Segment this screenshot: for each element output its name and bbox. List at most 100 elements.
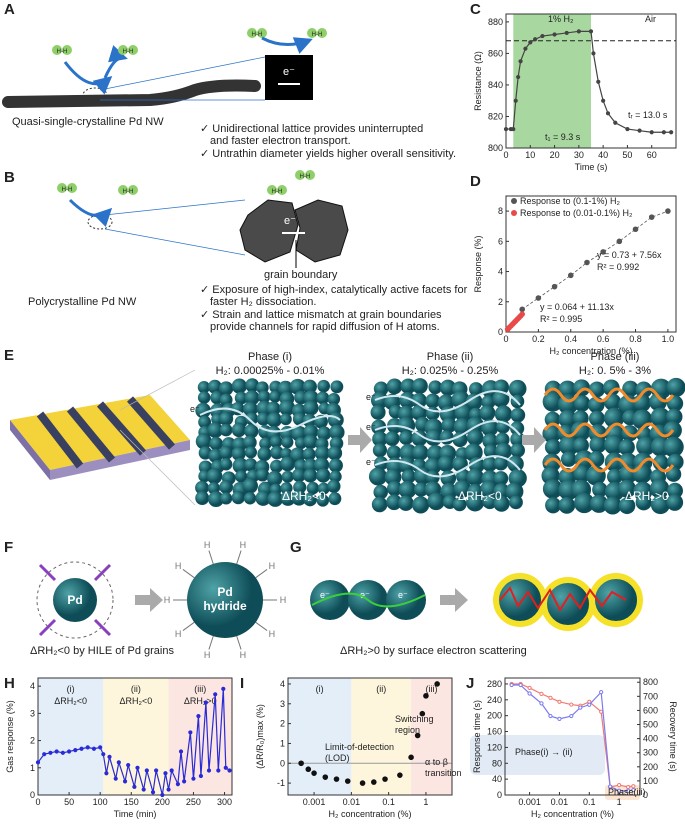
y-tick-label: -1: [277, 778, 285, 788]
y-tick-label: 3: [280, 699, 285, 709]
data-point: [596, 79, 601, 84]
pd-grain: [314, 445, 330, 461]
pd-grain: [234, 391, 248, 405]
y-tick-label: 1: [30, 763, 35, 773]
molecule-label: H-H: [123, 189, 134, 195]
pd-grain: [195, 402, 211, 419]
pd-grain: [245, 412, 259, 426]
pd-grain: [493, 495, 510, 512]
data-point: [73, 748, 78, 753]
pd-grain: [574, 492, 595, 514]
y-tick-label: 840: [488, 80, 503, 90]
y2-tick-label: 700: [643, 691, 658, 701]
clusters: [195, 377, 685, 515]
pd-grain: [572, 379, 591, 397]
pd-grain: [401, 469, 416, 484]
data-point: [569, 702, 574, 707]
data-point: [135, 765, 140, 770]
x-tick-label: 0.01: [551, 797, 569, 807]
data-point: [198, 773, 204, 779]
pd-grain: [425, 470, 440, 485]
region: [288, 678, 352, 795]
data-point: [626, 784, 631, 790]
pd-grain: [505, 482, 524, 501]
data-point: [601, 98, 606, 103]
data-point: [527, 685, 532, 691]
molecule: H-H: [307, 28, 327, 38]
pd-grain: [510, 443, 525, 458]
data-point: [122, 779, 128, 784]
pd-grain: [509, 495, 523, 510]
pd-grain: [303, 434, 318, 450]
pd-grain: [327, 445, 343, 461]
electron-path: [374, 390, 521, 413]
data-point: [605, 111, 611, 116]
pd-grain: [493, 456, 509, 471]
x-tick-label: 100: [93, 797, 108, 807]
pd-grain: [270, 445, 284, 460]
x-tick-label: 50: [622, 150, 632, 160]
y2-tick-label: 300: [643, 748, 658, 758]
y-tick-label: 4: [30, 681, 35, 691]
pd-grain: [411, 404, 428, 421]
y-axis-label: Gas response (%): [5, 700, 15, 773]
x-tick-label: 50: [64, 797, 74, 807]
data-point: [569, 713, 574, 719]
caption: ΔRH₂<0 by HILE of Pd grains: [30, 645, 174, 657]
data-point: [333, 776, 340, 782]
pd-grain: [280, 456, 296, 472]
hydride-label: hydride: [203, 599, 247, 613]
data-point: [509, 682, 514, 688]
data-point: [35, 760, 41, 765]
legend-label: Response to (0.1-1%) H₂: [520, 196, 621, 206]
x-tick-label: 0.4: [565, 334, 578, 344]
zoom-line: [99, 56, 266, 91]
data-point: [60, 750, 65, 755]
data-point: [191, 776, 196, 781]
data-point: [101, 752, 106, 757]
grain-label: Pd: [67, 593, 82, 607]
pd-grain: [281, 470, 294, 483]
pd-grain: [492, 390, 510, 408]
y-tick-label: 6: [498, 236, 503, 246]
pd-grain: [255, 490, 271, 506]
electron-path: [374, 420, 521, 443]
legend-label: Response to (0.01-0.1%) H₂: [520, 208, 633, 218]
y-axis-label: Response time (s): [472, 700, 482, 773]
pd-grain: [592, 481, 608, 498]
x-tick-label: 30: [574, 150, 584, 160]
pd-grain: [465, 393, 483, 411]
pd-grain: [441, 417, 457, 433]
data-point: [648, 214, 655, 220]
hydride-label: Pd: [217, 585, 232, 599]
data-point: [625, 126, 630, 132]
data-point: [584, 259, 590, 266]
bullet: faster H₂ dissociation.: [210, 296, 316, 308]
pd-grain: [400, 378, 416, 395]
pd-grain: [589, 436, 607, 454]
bond: [208, 550, 214, 565]
data-point: [665, 208, 671, 214]
pd-grain: [411, 430, 428, 447]
data-point: [113, 776, 118, 781]
pd-grain: [317, 426, 332, 441]
pd-grain: [195, 433, 212, 450]
y-tick-label: 200: [487, 711, 502, 721]
pd-grain: [428, 380, 443, 395]
pd-grain: [425, 393, 441, 409]
data-point: [567, 272, 574, 279]
x-tick-label: 0.8: [629, 334, 642, 344]
data-point: [178, 749, 184, 754]
pd-grain: [244, 446, 257, 459]
molecule: H-H: [57, 183, 77, 193]
x-tick-label: 0.01: [343, 797, 361, 807]
arrow: [348, 427, 372, 453]
pd-grain: [453, 480, 472, 498]
x-tick-label: 0: [503, 334, 508, 344]
pd-grain: [327, 479, 341, 493]
grain-label: grain boundary: [264, 269, 338, 281]
pd-grain: [218, 381, 234, 396]
pd-grain: [427, 492, 445, 511]
region-note: ΔRH₂<0: [120, 696, 153, 706]
y2-tick-label: 400: [643, 734, 658, 744]
